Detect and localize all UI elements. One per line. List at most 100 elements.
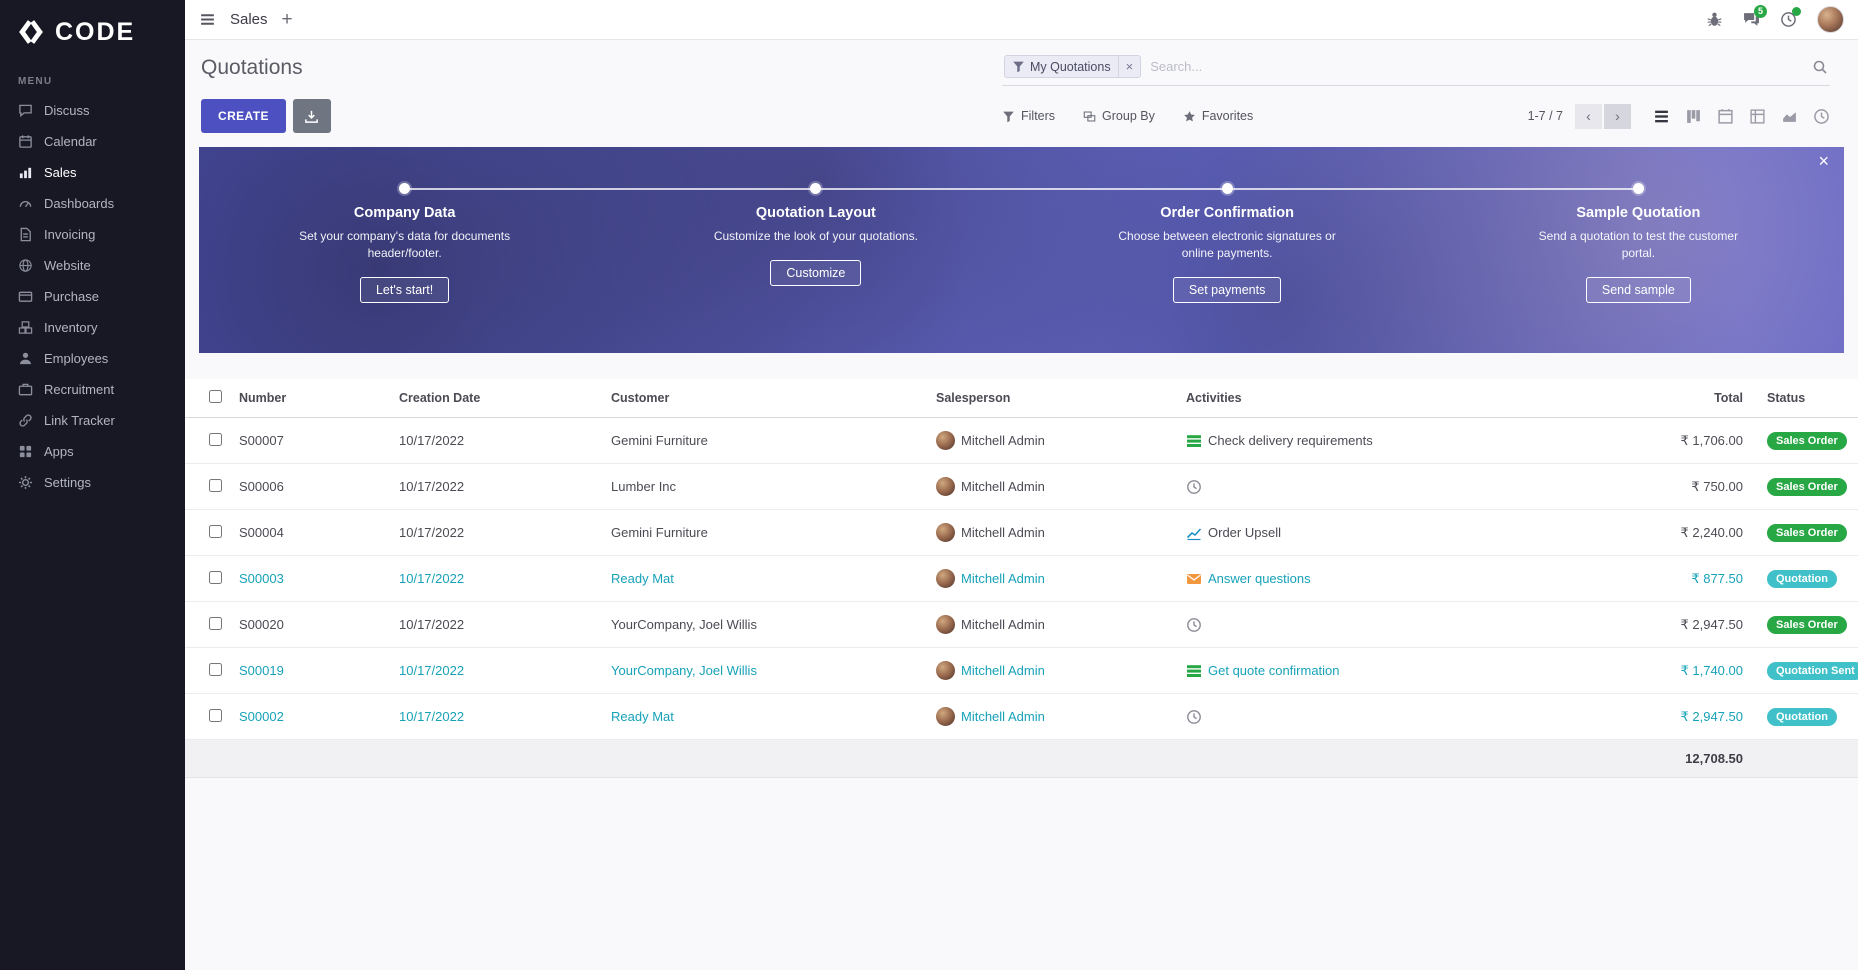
new-tab-plus-icon[interactable]: + (281, 9, 293, 30)
pager-previous-button[interactable]: ‹ (1575, 103, 1602, 129)
row-checkbox[interactable] (209, 432, 222, 446)
sidebar-item-website[interactable]: Website (0, 250, 185, 281)
sidebar-item-settings[interactable]: Settings (0, 467, 185, 498)
cell-creation-date: 10/17/2022 (391, 417, 603, 464)
app-logo[interactable]: CODE (0, 0, 185, 64)
sidebar-item-discuss[interactable]: Discuss (0, 95, 185, 126)
inventory-icon (18, 320, 33, 335)
sidebar-item-recruitment[interactable]: Recruitment (0, 374, 185, 405)
row-checkbox[interactable] (209, 570, 222, 584)
user-avatar[interactable] (1817, 6, 1844, 33)
view-switch-kanban-icon[interactable] (1685, 108, 1702, 125)
activity-label: Order Upsell (1208, 525, 1281, 541)
favorites-star-icon (1183, 110, 1196, 123)
table-row[interactable]: S00020 10/17/2022 YourCompany, Joel Willis… (185, 601, 1858, 648)
search-input[interactable] (1141, 59, 1812, 74)
sidebar-item-label: Recruitment (44, 382, 115, 397)
salesperson-avatar (936, 707, 955, 726)
let-s-start-button[interactable]: Let's start! (359, 276, 450, 303)
column-header-salesperson[interactable]: Salesperson (928, 379, 1178, 418)
send-sample-button[interactable]: Send sample (1585, 276, 1691, 303)
sidebar-item-label: Website (44, 258, 91, 273)
cell-salesperson: Mitchell Admin (928, 647, 1178, 694)
sidebar-item-link-tracker[interactable]: Link Tracker (0, 405, 185, 436)
envelope-icon[interactable] (1186, 571, 1202, 587)
view-switch-pivot-icon[interactable] (1749, 108, 1766, 125)
sidebar-item-invoicing[interactable]: Invoicing (0, 219, 185, 250)
messages-icon[interactable]: 5 (1743, 5, 1767, 28)
search-facet[interactable]: My Quotations × (1004, 55, 1142, 78)
row-checkbox[interactable] (209, 662, 222, 676)
sidebar-item-calendar[interactable]: Calendar (0, 126, 185, 157)
table-row[interactable]: S00007 10/17/2022 Gemini Furniture Mitchell… (185, 417, 1858, 464)
filters-button[interactable]: Filters (1002, 109, 1055, 123)
cell-total: ₹ 750.00 (1603, 463, 1753, 510)
action-buttons: CREATE (201, 99, 978, 133)
view-switch-calendar-icon[interactable] (1717, 108, 1734, 125)
table-row[interactable]: S00002 10/17/2022 Ready Mat Mitchell Admin ₹… (185, 693, 1858, 740)
activities-badge (1792, 7, 1801, 16)
favorites-button[interactable]: Favorites (1183, 109, 1253, 123)
column-header-customer[interactable]: Customer (603, 379, 928, 418)
topbar-app-title[interactable]: Sales (230, 11, 268, 28)
hamburger-menu-icon[interactable] (199, 11, 216, 28)
row-checkbox[interactable] (209, 524, 222, 538)
cell-customer: YourCompany, Joel Willis (603, 601, 928, 648)
cell-number: S00002 (231, 693, 391, 740)
column-header-status[interactable]: Status (1753, 379, 1858, 418)
column-header-total[interactable]: Total (1603, 379, 1753, 418)
list-check-icon[interactable] (1186, 433, 1202, 449)
step-title: Sample Quotation (1576, 205, 1701, 221)
column-header-activity[interactable]: Activities (1178, 379, 1603, 418)
table-row[interactable]: S00019 10/17/2022 YourCompany, Joel Willis… (185, 647, 1858, 694)
clock-icon[interactable] (1186, 617, 1202, 633)
row-checkbox[interactable] (209, 478, 222, 492)
sidebar-item-label: Purchase (44, 289, 99, 304)
banner-close-icon[interactable]: × (1818, 151, 1829, 171)
row-checkbox[interactable] (209, 708, 222, 722)
select-all-checkbox[interactable] (209, 390, 222, 403)
column-header-number[interactable]: Number (231, 379, 391, 418)
table-row[interactable]: S00003 10/17/2022 Ready Mat Mitchell Admin A… (185, 555, 1858, 602)
column-header-date[interactable]: Creation Date (391, 379, 603, 418)
sidebar-item-label: Link Tracker (44, 413, 115, 428)
sidebar-item-employees[interactable]: Employees (0, 343, 185, 374)
view-switch-graph-icon[interactable] (1781, 108, 1798, 125)
table-row[interactable]: S00006 10/17/2022 Lumber Inc Mitchell Admin… (185, 463, 1858, 510)
onboarding-step-quotation-layout: Quotation Layout Customize the look of yo… (610, 147, 1021, 353)
cell-creation-date: 10/17/2022 (391, 509, 603, 556)
onboarding-step-order-confirmation: Order Confirmation Choose between electro… (1022, 147, 1433, 353)
website-icon (18, 258, 33, 273)
clock-icon[interactable] (1186, 709, 1202, 725)
sidebar-item-purchase[interactable]: Purchase (0, 281, 185, 312)
create-button[interactable]: CREATE (201, 99, 286, 133)
customize-button[interactable]: Customize (770, 259, 862, 286)
cell-number: S00004 (231, 509, 391, 556)
pager-next-button[interactable]: › (1604, 103, 1631, 129)
group-by-label: Group By (1102, 109, 1155, 123)
view-switch-activity-icon[interactable] (1813, 108, 1830, 125)
search-bar[interactable]: My Quotations × (1002, 53, 1830, 86)
group-by-button[interactable]: Group By (1083, 109, 1155, 123)
search-icon[interactable] (1812, 59, 1828, 75)
debug-bug-icon[interactable] (1706, 11, 1723, 28)
chart-icon[interactable] (1186, 525, 1202, 541)
sidebar-item-inventory[interactable]: Inventory (0, 312, 185, 343)
list-check-icon[interactable] (1186, 663, 1202, 679)
view-switch-list-icon[interactable] (1653, 108, 1670, 125)
facet-remove-icon[interactable]: × (1117, 56, 1141, 77)
clock-icon[interactable] (1186, 479, 1202, 495)
sidebar-item-apps[interactable]: Apps (0, 436, 185, 467)
sidebar-item-dashboards[interactable]: Dashboards (0, 188, 185, 219)
row-checkbox[interactable] (209, 616, 222, 630)
messages-badge: 5 (1753, 5, 1767, 18)
table-row[interactable]: S00004 10/17/2022 Gemini Furniture Mitchell… (185, 509, 1858, 556)
sidebar-item-sales[interactable]: Sales (0, 157, 185, 188)
sidebar: CODE MENU Discuss Calendar Sales Dashboards… (0, 0, 185, 970)
cell-salesperson: Mitchell Admin (928, 417, 1178, 464)
export-download-button[interactable] (292, 99, 331, 133)
activities-clock-icon[interactable] (1780, 7, 1801, 28)
activity-label: Answer questions (1208, 571, 1311, 587)
set-payments-button[interactable]: Set payments (1172, 276, 1282, 303)
